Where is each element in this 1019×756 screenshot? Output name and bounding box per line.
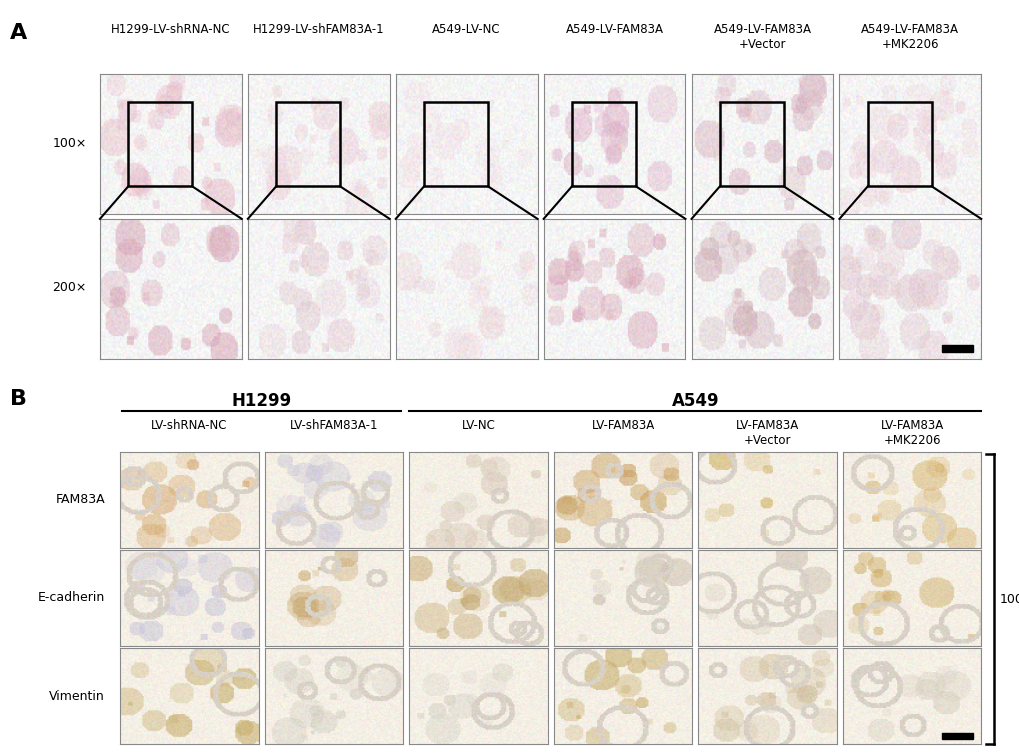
Text: H1299-LV-shRNA-NC: H1299-LV-shRNA-NC	[111, 23, 230, 36]
Text: A: A	[10, 23, 28, 42]
Bar	[719, 102, 783, 186]
Text: E-cadherin: E-cadherin	[38, 591, 105, 605]
Bar	[128, 102, 192, 186]
Text: A549-LV-FAM83A
+MK2206: A549-LV-FAM83A +MK2206	[860, 23, 959, 51]
Text: A549-LV-FAM83A: A549-LV-FAM83A	[565, 23, 663, 36]
Text: A549-LV-FAM83A
+Vector: A549-LV-FAM83A +Vector	[712, 23, 811, 51]
Bar	[424, 102, 487, 186]
Text: 100×: 100×	[52, 137, 87, 150]
Bar	[942, 733, 972, 739]
Text: Vimentin: Vimentin	[49, 689, 105, 702]
Text: 100×: 100×	[999, 593, 1019, 606]
Text: LV-FAM83A
+MK2206: LV-FAM83A +MK2206	[879, 419, 943, 447]
Bar	[572, 102, 635, 186]
Text: LV-shFAM83A-1: LV-shFAM83A-1	[289, 419, 378, 432]
Text: LV-FAM83A
+Vector: LV-FAM83A +Vector	[735, 419, 799, 447]
Text: B: B	[10, 389, 28, 409]
Text: H1299-LV-shFAM83A-1: H1299-LV-shFAM83A-1	[253, 23, 384, 36]
Text: H1299: H1299	[231, 392, 291, 410]
Bar	[867, 102, 930, 186]
Text: A549: A549	[671, 392, 718, 410]
Bar	[941, 345, 972, 352]
Text: LV-NC: LV-NC	[462, 419, 495, 432]
Text: A549-LV-NC: A549-LV-NC	[432, 23, 500, 36]
Text: LV-shRNA-NC: LV-shRNA-NC	[151, 419, 227, 432]
Text: FAM83A: FAM83A	[55, 494, 105, 507]
Text: 200×: 200×	[52, 281, 87, 294]
Bar	[276, 102, 339, 186]
Text: LV-FAM83A: LV-FAM83A	[591, 419, 654, 432]
